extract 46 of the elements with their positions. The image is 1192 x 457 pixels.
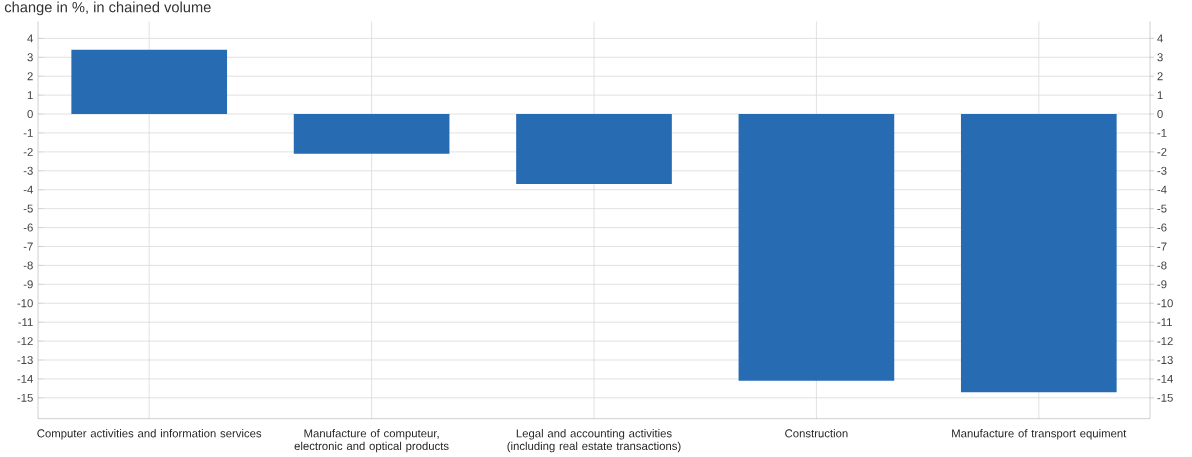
y-tick-label: -7 — [1157, 242, 1167, 251]
y-tick-label: -10 — [1157, 299, 1173, 308]
y2-tick-label: -8 — [23, 261, 33, 270]
y-tick-label: 1 — [1157, 91, 1163, 100]
y-tick-label: -3 — [1157, 166, 1167, 175]
x-tick-label: Construction — [785, 429, 848, 438]
y2-tick-label: -1 — [23, 129, 33, 137]
y-tick-label: -6 — [1157, 223, 1167, 232]
y-tick-label: -14 — [1157, 375, 1173, 383]
y2-tick-label: -10 — [17, 299, 33, 308]
y-tick-label: 2 — [1157, 72, 1163, 81]
y2-tick-label: -15 — [17, 394, 33, 402]
y2-tick-label: -13 — [17, 356, 33, 365]
y-tick-label: -2 — [1157, 148, 1167, 156]
y-tick-label: -12 — [1157, 337, 1173, 346]
y-tick-label: -8 — [1157, 261, 1167, 270]
y2-tick-label: 3 — [27, 53, 33, 62]
x-tick-label: Manufacture of transport equiment — [952, 429, 1127, 440]
y2-tick-label: -12 — [17, 337, 33, 346]
y-tick-label: -13 — [1157, 356, 1173, 365]
chart-title: change in %, in chained volume — [4, 1, 211, 16]
y2-tick-label: -2 — [23, 148, 33, 156]
y-tick-label: -9 — [1157, 280, 1167, 289]
y-tick-label: 4 — [1157, 34, 1163, 43]
y2-tick-label: -5 — [23, 204, 33, 213]
y2-tick-label: -9 — [23, 280, 33, 289]
y2-tick-label: -3 — [23, 166, 33, 175]
y2-tick-label: -11 — [18, 318, 33, 327]
y2-tick-label: 2 — [27, 72, 33, 81]
y2-tick-label: 0 — [27, 110, 33, 119]
y-tick-label: 3 — [1157, 53, 1163, 62]
y2-tick-label: -6 — [23, 223, 33, 232]
x-tick-label: Manufacture of computeur, electronic and optical products — [294, 429, 449, 453]
y2-tick-label: -7 — [23, 242, 33, 251]
y-tick-label: -5 — [1157, 204, 1167, 213]
y-tick-label: 0 — [1157, 110, 1163, 119]
y2-tick-label: 4 — [27, 34, 33, 43]
y-tick-label: -15 — [1157, 394, 1173, 402]
y-tick-label: -1 — [1157, 129, 1167, 137]
y-tick-label: -11 — [1157, 318, 1172, 327]
y2-tick-label: -14 — [17, 375, 33, 383]
x-tick-label: Legal and accounting activities (including real estate transactions) — [507, 429, 681, 453]
y-tick-label: -4 — [1157, 185, 1167, 194]
y2-tick-label: -4 — [23, 185, 33, 194]
x-tick-label: Computer activities and information services — [37, 429, 262, 440]
y2-tick-label: 1 — [27, 91, 33, 100]
